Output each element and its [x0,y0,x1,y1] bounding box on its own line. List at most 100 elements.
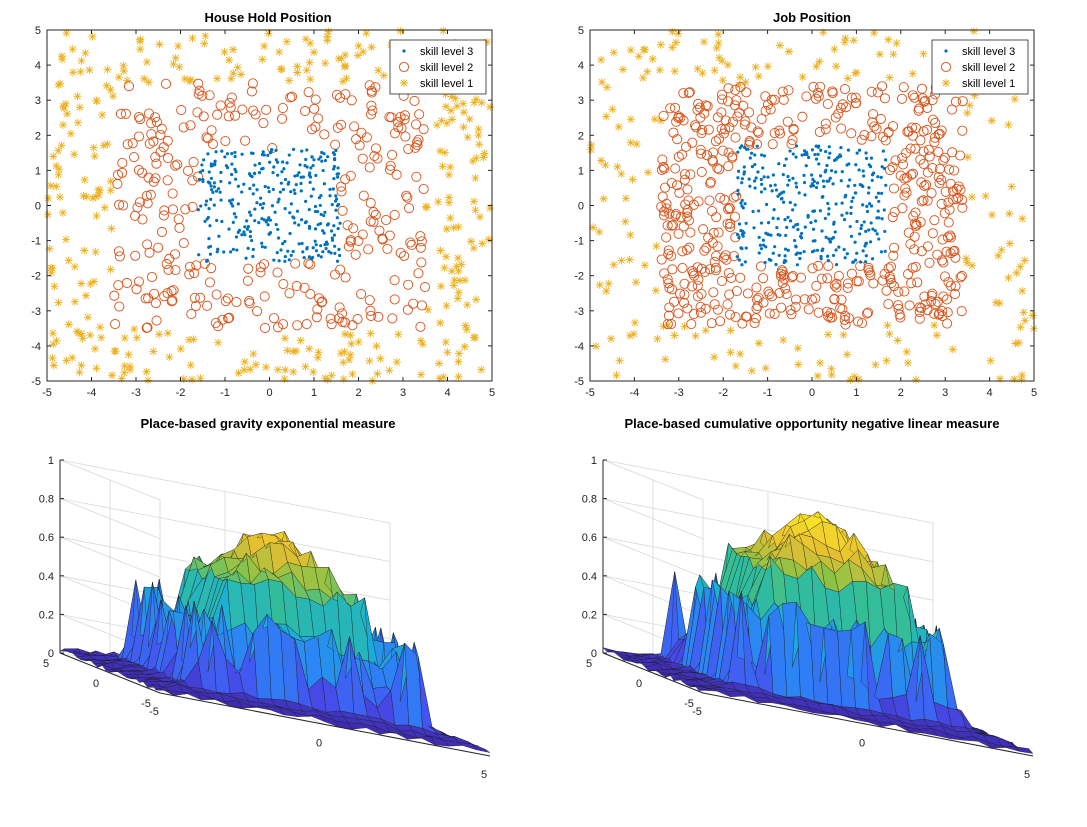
skill2-point [887,212,898,223]
skill1-point [632,140,641,149]
skill3-point [736,188,740,192]
skill3-point [233,177,238,181]
skill2-point [933,147,944,158]
skill3-point [307,255,312,259]
skill2-point [739,119,750,130]
skill3-point [766,175,770,179]
skill1-point [95,186,104,195]
skill2-point [663,245,674,256]
skill3-point [883,229,887,234]
skill2-point [781,288,792,300]
skill2-point [717,145,728,156]
skill2-point [955,272,966,283]
skill3-point [332,158,337,162]
skill2-point [728,192,739,203]
skill1-point [486,102,495,111]
skill2-point [888,250,899,261]
skill3-point [242,182,246,186]
skill1-point [712,44,721,53]
job-points [586,27,1038,384]
skill2-point [132,202,143,213]
skill3-point [200,163,204,167]
skill3-point [335,216,339,220]
skill2-point [879,93,891,104]
skill3-point [236,202,240,206]
skill1-point [446,106,455,115]
skill3-point [862,220,866,224]
skill1-point [639,45,648,54]
skill2-point [678,88,689,99]
skill3-point [882,208,886,212]
skill2-point [685,169,696,180]
skill3-point [322,152,326,156]
skill3-point [764,245,768,249]
skill3-point [313,204,318,209]
skill2-point [869,121,880,132]
skill3-point [784,259,788,263]
skill1-point [963,153,972,162]
skill1-point [602,112,611,121]
y-tick-label: 3 [35,95,41,107]
skill3-point [299,189,303,193]
skill1-point [323,375,332,384]
skill3-point [874,195,878,199]
skill2-point [661,203,672,214]
skill2-point [787,135,798,146]
skill3-point [263,245,267,249]
skill2-point [678,221,689,232]
skill3-point [757,235,761,239]
skill3-point [760,182,764,186]
skill1-point [64,256,73,265]
skill2-point [833,108,844,119]
skill1-point [48,354,57,363]
skill3-point [794,181,798,185]
skill2-point [716,124,727,135]
skill2-point [692,280,703,291]
skill2-point [412,137,423,148]
y-tick-label: 4 [578,60,584,72]
legend-label: skill level 3 [962,46,1015,58]
skill1-point [735,80,744,89]
skill2-point [704,264,716,275]
skill2-point [807,263,818,274]
skill3-point [768,184,773,188]
skill3-point [322,213,326,218]
skill1-point [376,354,385,363]
skill2-point [695,301,706,312]
skill2-point [185,120,196,131]
skill2-point [693,196,704,207]
skill3-point [871,227,875,231]
y-tick-label: -1 [31,236,41,248]
skill3-point [324,240,329,244]
skill3-point [798,234,803,238]
skill3-point [230,162,234,166]
skill1-point [306,39,315,48]
skill3-point [318,203,322,208]
skill1-point [80,175,89,184]
skill3-point [317,157,321,161]
skill2-point [170,265,181,276]
skill1-point [163,329,172,338]
skill1-point [186,361,195,370]
skill2-point [905,239,916,250]
skill2-point [930,299,941,310]
skill2-point [661,198,672,209]
skill1-point [144,78,153,87]
skill1-point [754,72,763,81]
skill1-point [130,325,139,334]
skill1-point [626,138,635,147]
skill3-point [250,174,254,179]
skill2-point [723,147,734,158]
skill2-point [707,237,718,248]
skill1-point [385,366,394,375]
skill1-point [609,260,618,269]
skill3-point [786,183,790,187]
skill3-point [834,202,838,206]
skill3-point [833,230,837,234]
skill2-point [661,232,672,243]
skill2-point [666,319,677,330]
skill2-point [727,116,739,127]
skill2-point [938,155,949,166]
skill2-point [133,276,144,287]
y-tick-label: -4 [31,341,41,353]
